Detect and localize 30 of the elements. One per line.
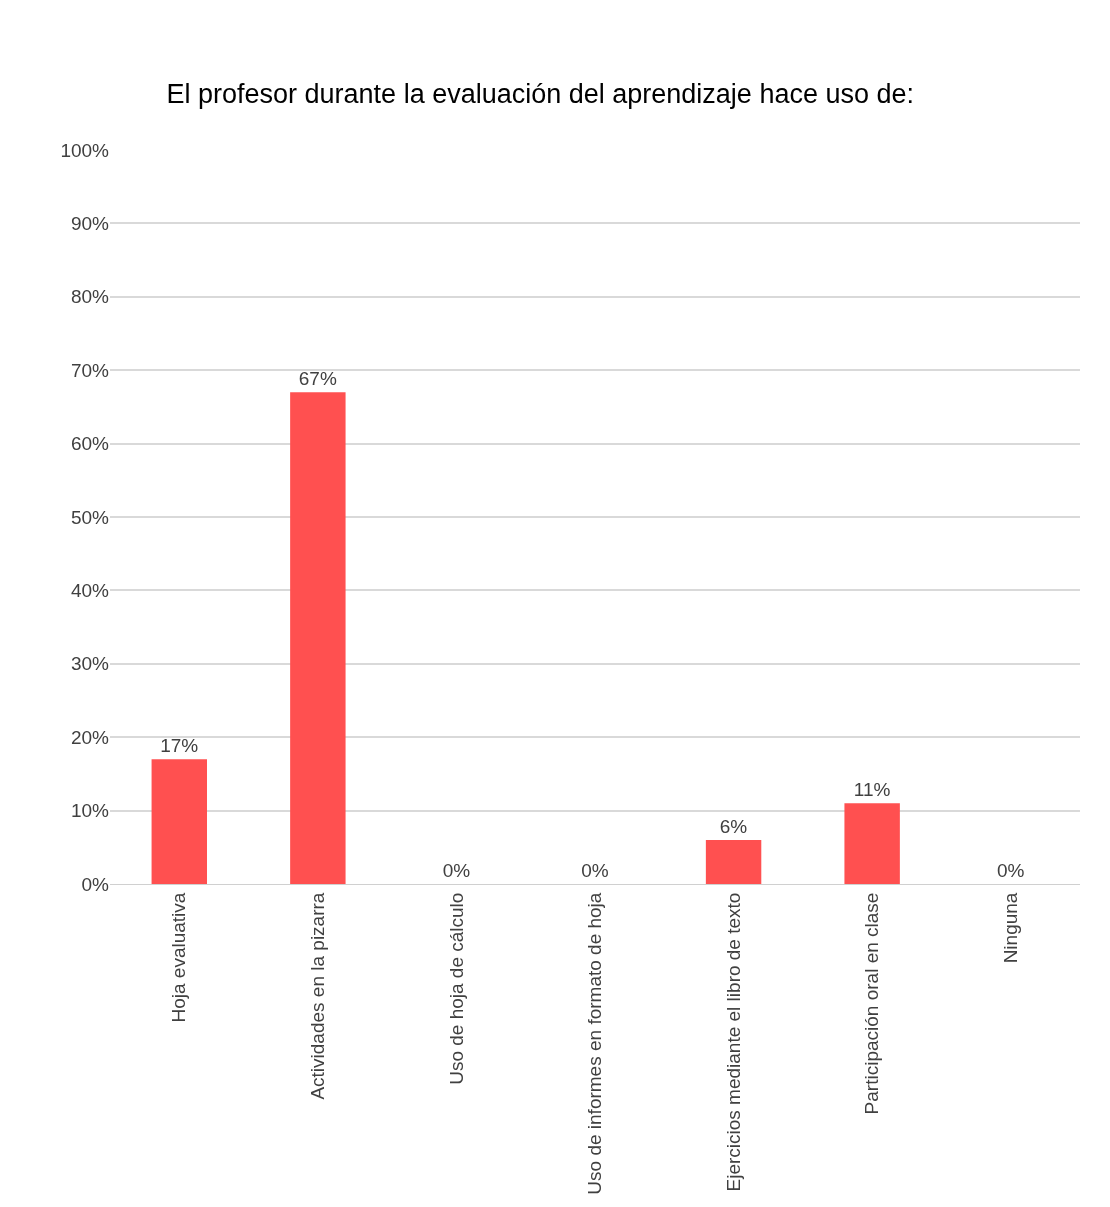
x-tick-label: Hoja evaluativa [168,892,190,1023]
x-tick-label: Uso de hoja de cálculo [445,892,467,1085]
y-tick-label: 60% [70,433,110,455]
data-label: 67% [298,368,337,390]
data-label: 0% [442,860,471,881]
bar [705,839,762,884]
y-tick-label: 0% [81,873,110,895]
data-label: 0% [581,860,609,881]
x-tick-label: Ejercicios mediante el libro de texto [722,892,744,1192]
y-tick-label: 10% [70,800,110,822]
data-label: 6% [719,815,748,837]
y-tick-label: 90% [70,213,110,235]
y-tick-label: 100% [60,139,110,161]
data-label: 0% [996,860,1025,881]
x-tick-label: Actividades en la pizarra [307,892,329,1100]
y-tick-label: 80% [70,286,110,308]
bar [151,759,207,884]
y-tick-label: 50% [70,506,110,528]
y-tick-label: 40% [70,580,110,602]
x-tick-label: Ninguna [999,892,1021,964]
bar [290,392,346,884]
data-label: 17% [160,735,199,757]
y-tick-label: 70% [70,359,110,381]
chart-title: El profesor durante la evaluación del aprendizaje hace uso de: [166,79,914,110]
x-tick-label: Uso de informes en formato de hoja [584,892,606,1195]
y-tick-label: 30% [70,653,110,675]
x-tick-label: Participación oral en clase [861,892,883,1115]
bar [844,803,900,884]
data-label: 11% [853,779,891,801]
y-tick-label: 20% [70,726,110,748]
